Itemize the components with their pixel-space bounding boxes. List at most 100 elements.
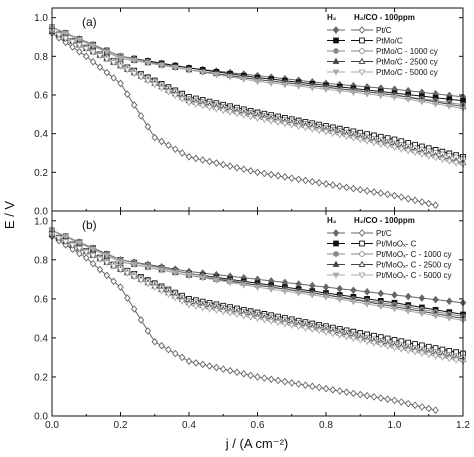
data-point <box>137 112 145 120</box>
data-point <box>206 157 213 166</box>
data-point <box>377 141 385 148</box>
data-point <box>144 60 152 67</box>
data-point <box>172 145 179 153</box>
data-point <box>130 274 138 281</box>
data-point <box>397 346 405 353</box>
data-point <box>103 260 111 267</box>
data-point <box>411 150 419 157</box>
data-point <box>432 353 440 360</box>
data-point <box>69 242 76 249</box>
data-point <box>349 299 357 306</box>
data-point <box>89 57 97 66</box>
data-point <box>363 91 371 98</box>
y-tick-label: 0.2 <box>34 168 48 179</box>
data-point <box>418 294 426 302</box>
data-point <box>226 162 234 170</box>
data-point <box>281 377 289 386</box>
data-point <box>226 366 234 375</box>
data-point <box>151 337 158 346</box>
data-point <box>83 52 90 61</box>
data-point <box>212 277 220 284</box>
data-point <box>206 362 213 370</box>
data-point <box>130 305 138 313</box>
data-point <box>336 132 344 139</box>
x-axis-label: j / (A cm⁻²) <box>225 436 288 451</box>
legend-marker <box>332 57 340 64</box>
data-point <box>309 281 316 290</box>
data-point <box>267 80 275 87</box>
legend-entry-label: Pt/C <box>376 26 392 35</box>
data-point <box>55 32 63 39</box>
legend-marker <box>333 251 339 257</box>
data-point <box>89 49 97 56</box>
legend-marker <box>358 69 366 76</box>
data-point <box>69 39 76 46</box>
data-point <box>199 69 207 77</box>
data-point <box>308 126 316 133</box>
data-point <box>391 306 398 313</box>
data-point <box>185 67 193 74</box>
data-point <box>308 326 316 334</box>
legend-entry-label: PtMo/C - 1000 cy <box>376 47 438 56</box>
data-point <box>158 341 165 350</box>
data-point <box>178 96 186 103</box>
y-tick-label: 0.6 <box>34 91 48 102</box>
legend-marker <box>359 240 365 247</box>
data-point <box>178 353 186 362</box>
data-point <box>117 267 124 274</box>
data-point <box>418 310 426 318</box>
data-point <box>83 254 90 262</box>
x-tick-label: 0.0 <box>45 420 59 431</box>
data-point <box>432 201 439 210</box>
data-point <box>356 137 364 144</box>
data-point <box>370 188 378 196</box>
data-point <box>350 184 357 193</box>
x-tick-label: 0.6 <box>251 420 265 431</box>
legend-marker <box>358 229 366 237</box>
legend-marker <box>358 260 366 267</box>
data-point <box>123 270 131 277</box>
data-point <box>295 380 302 388</box>
data-point <box>247 166 254 175</box>
data-point <box>117 259 124 266</box>
data-point <box>144 281 152 288</box>
data-point <box>281 288 289 295</box>
data-point <box>212 307 220 314</box>
legend-marker <box>332 69 340 76</box>
data-point <box>103 56 111 63</box>
data-point <box>62 38 69 47</box>
data-point <box>336 88 344 95</box>
data-point <box>62 31 70 38</box>
data-point <box>124 90 131 99</box>
data-point <box>233 163 241 172</box>
data-point <box>117 63 124 70</box>
data-point <box>288 378 295 387</box>
data-point <box>377 93 385 100</box>
legend-marker <box>358 272 366 279</box>
data-point <box>439 157 446 164</box>
data-point <box>103 49 111 56</box>
data-point <box>254 373 261 381</box>
data-point <box>315 128 323 135</box>
data-point <box>124 294 131 302</box>
data-point <box>425 153 433 160</box>
data-point <box>425 199 432 208</box>
legend-entry-label: PtMo/C - 5000 cy <box>376 68 438 77</box>
data-point <box>445 103 453 111</box>
data-point <box>418 350 426 357</box>
legend-marker <box>332 26 340 34</box>
legend-marker <box>332 260 340 267</box>
data-point <box>329 130 337 138</box>
data-point <box>349 89 357 97</box>
legend-marker <box>333 48 339 54</box>
data-point <box>391 345 398 352</box>
data-point <box>75 37 83 44</box>
data-point <box>82 249 90 256</box>
data-point <box>357 390 364 399</box>
data-point <box>76 249 83 258</box>
data-point <box>432 313 440 320</box>
data-point <box>336 332 344 339</box>
data-point <box>350 389 357 398</box>
data-point <box>295 83 303 90</box>
y-tick-label: 0.2 <box>34 372 48 383</box>
